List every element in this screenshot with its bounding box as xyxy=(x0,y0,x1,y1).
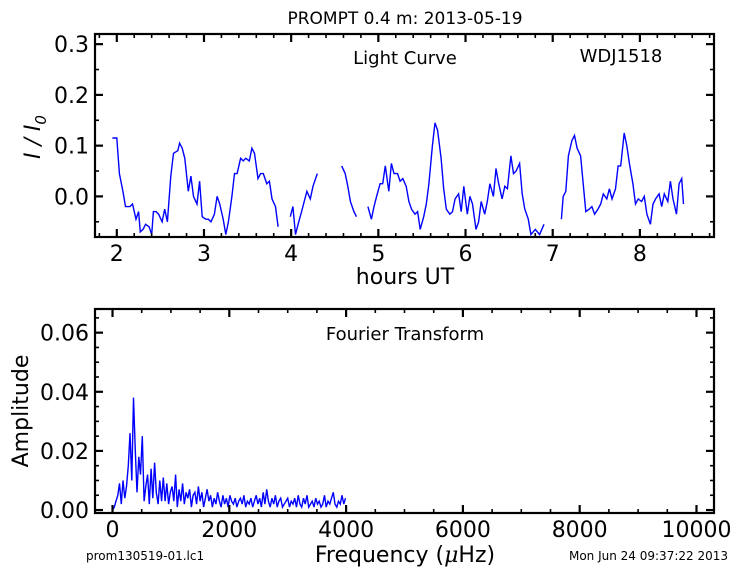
light-curve-segment xyxy=(289,173,318,235)
x-tick-label: 6 xyxy=(459,242,473,267)
light-curve-y-axis-label: I / I0 xyxy=(21,115,50,159)
star-name-label: WDJ1518 xyxy=(580,46,663,67)
y-tick-label: 0.0 xyxy=(54,185,89,210)
fourier-ticks: 0 2000 4000 6000 8000 10000 0.00 0.02 0.04 0.06 xyxy=(40,309,731,543)
x-tick-label: 8 xyxy=(633,242,647,267)
x-tick-label: 7 xyxy=(546,242,560,267)
light-curve-segment xyxy=(341,165,358,218)
fourier-frame xyxy=(93,307,716,515)
light-curve-x-axis-label: hours UT xyxy=(356,265,455,290)
footer-filename: prom130519-01.lc1 xyxy=(86,549,205,563)
light-curve-frame xyxy=(93,32,716,239)
x-tick-label: 4000 xyxy=(318,518,374,543)
fourier-y-axis-label: Amplitude xyxy=(9,355,34,468)
light-curve-ticks: 2 3 4 5 6 7 8 0.0 0.1 0.2 0.3 xyxy=(54,33,714,267)
x-tick-label: 4 xyxy=(284,242,298,267)
y-tick-label: 0.3 xyxy=(54,33,89,58)
y-label-base: I / I xyxy=(21,125,46,159)
x-label-base: Frequency ( xyxy=(315,543,444,568)
y-tick-label: 0.2 xyxy=(54,84,89,109)
x-tick-label: 5 xyxy=(371,242,385,267)
light-curve-segment xyxy=(367,122,545,237)
x-tick-label: 6000 xyxy=(435,518,491,543)
light-curve-segment xyxy=(560,132,685,225)
y-tick-label: 0.02 xyxy=(40,440,89,465)
fourier-amplitude-line xyxy=(111,397,347,511)
fourier-panel: 0 2000 4000 6000 8000 10000 0.00 0.02 0.04 0.06 F… xyxy=(9,307,731,568)
fourier-transform-label: Fourier Transform xyxy=(326,324,484,345)
y-label-subscript: 0 xyxy=(32,115,50,125)
x-tick-label: 10000 xyxy=(661,518,731,543)
light-curve-label: Light Curve xyxy=(353,48,457,69)
light-curve-panel: 2 3 4 5 6 7 80.00.10.20.3 Light Curve WDJ1518 … xyxy=(21,32,716,290)
y-tick-label: 0.06 xyxy=(40,322,89,347)
x-tick-label: 8000 xyxy=(552,518,608,543)
y-tick-label: 0.1 xyxy=(54,135,89,160)
x-label-end: Hz) xyxy=(458,543,495,568)
light-curve-series xyxy=(112,122,685,237)
figure-title: PROMPT 0.4 m: 2013-05-19 xyxy=(287,9,522,29)
footer-timestamp: Mon Jun 24 09:37:22 2013 xyxy=(568,549,728,563)
fourier-series xyxy=(111,397,347,511)
x-label-mu: μ xyxy=(444,543,458,568)
x-tick-label: 3 xyxy=(197,242,211,267)
y-tick-label: 0.04 xyxy=(40,381,89,406)
y-tick-label: 0.00 xyxy=(40,499,89,524)
x-tick-label: 2000 xyxy=(201,518,257,543)
x-tick-label: 0 xyxy=(106,518,120,543)
fourier-x-axis-label: Frequency (μHz) xyxy=(315,543,495,568)
light-curve-segment xyxy=(112,137,279,235)
x-tick-label: 2 xyxy=(110,242,124,267)
